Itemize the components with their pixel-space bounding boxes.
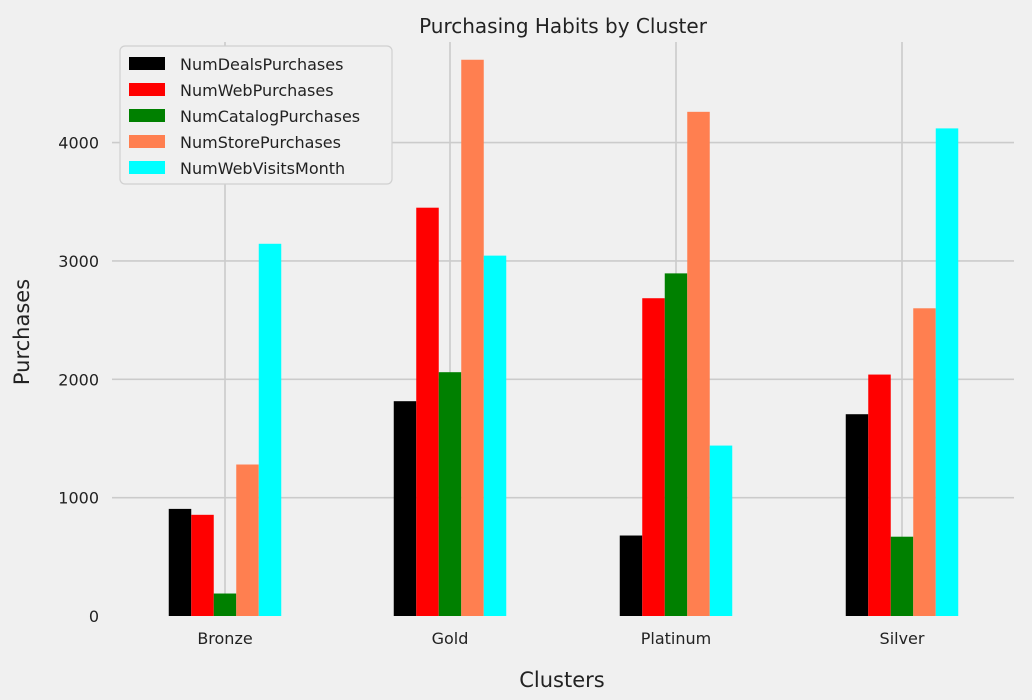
bar-silver-numwebvisitsmonth — [935, 128, 959, 616]
bar-platinum-numdealspurchases — [619, 535, 643, 616]
bars — [168, 59, 959, 617]
legend-box — [119, 45, 393, 185]
bar-platinum-numstorepurchases — [687, 111, 710, 616]
bar-bronze-numdealspurchases — [168, 508, 192, 616]
y-tick-label: 4000 — [58, 134, 99, 153]
bar-gold-numdealspurchases — [393, 401, 417, 616]
bar-bronze-numcatalogpurchases — [213, 593, 237, 616]
y-axis-label: Purchases — [10, 279, 34, 385]
bar-gold-numwebpurchases — [416, 207, 439, 616]
bar-gold-numstorepurchases — [461, 59, 484, 617]
bar-gold-numcatalogpurchases — [438, 372, 462, 616]
legend-label-numcatalogpurchases: NumCatalogPurchases — [180, 107, 360, 126]
legend-swatch-numdealspurchases — [129, 57, 165, 70]
bar-bronze-numstorepurchases — [236, 464, 259, 616]
bar-bronze-numwebpurchases — [191, 514, 214, 616]
chart-title: Purchasing Habits by Cluster — [419, 14, 708, 38]
x-tick-label-platinum: Platinum — [641, 629, 711, 648]
y-tick-labels: 0 1000 2000 3000 4000 — [58, 134, 99, 626]
x-axis-label: Clusters — [519, 668, 604, 692]
bar-silver-numdealspurchases — [845, 414, 869, 616]
y-tick-label: 0 — [89, 607, 99, 626]
legend-label-numwebvisitsmonth: NumWebVisitsMonth — [180, 159, 345, 178]
bar-gold-numwebvisitsmonth — [483, 255, 507, 616]
x-tick-label-gold: Gold — [432, 629, 469, 648]
bar-silver-numwebpurchases — [868, 374, 891, 616]
bar-platinum-numwebvisitsmonth — [709, 445, 733, 616]
bar-silver-numcatalogpurchases — [890, 536, 914, 616]
legend-label-numstorepurchases: NumStorePurchases — [180, 133, 341, 152]
y-tick-label: 3000 — [58, 252, 99, 271]
y-tick-label: 2000 — [58, 370, 99, 389]
legend-label-numwebpurchases: NumWebPurchases — [180, 81, 334, 100]
legend-label-numdealspurchases: NumDealsPurchases — [180, 55, 343, 74]
x-tick-label-bronze: Bronze — [197, 629, 252, 648]
bar-platinum-numcatalogpurchases — [664, 273, 688, 616]
y-tick-label: 1000 — [58, 489, 99, 508]
bar-bronze-numwebvisitsmonth — [258, 243, 282, 616]
legend-swatch-numwebvisitsmonth — [129, 161, 165, 174]
legend-swatch-numcatalogpurchases — [129, 109, 165, 122]
x-tick-label-silver: Silver — [880, 629, 925, 648]
legend-swatch-numwebpurchases — [129, 83, 165, 96]
legend-swatch-numstorepurchases — [129, 135, 165, 148]
bar-silver-numstorepurchases — [913, 308, 936, 616]
legend: NumDealsPurchases NumWebPurchases NumCatal… — [119, 45, 393, 185]
bar-platinum-numwebpurchases — [642, 298, 665, 616]
x-tick-labels: Bronze Gold Platinum Silver — [197, 629, 925, 648]
